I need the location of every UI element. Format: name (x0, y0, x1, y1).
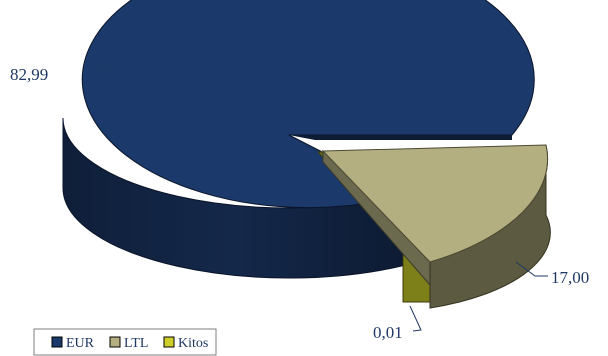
legend-swatch-eur (51, 336, 63, 348)
legend-item-kitos: Kitos (178, 336, 208, 351)
legend-swatch-ltl (109, 336, 121, 348)
slice-ltl (321, 144, 549, 263)
legend-box (33, 328, 217, 356)
data-label-eur: 82,99 (10, 65, 48, 84)
data-label-ltl: 17,00 (551, 268, 589, 287)
slice-eur-cut (289, 135, 512, 140)
data-label-kitos: 0,01 (373, 323, 403, 342)
slice-eur (81, 0, 535, 209)
legend: EUR LTL Kitos (33, 328, 217, 356)
leader-kitos (409, 305, 422, 332)
legend-item-ltl: LTL (124, 336, 148, 351)
leader-eur (88, 65, 119, 74)
legend-item-eur: EUR (66, 336, 95, 351)
legend-swatch-kitos (163, 336, 175, 348)
leader-ltl (515, 261, 548, 277)
